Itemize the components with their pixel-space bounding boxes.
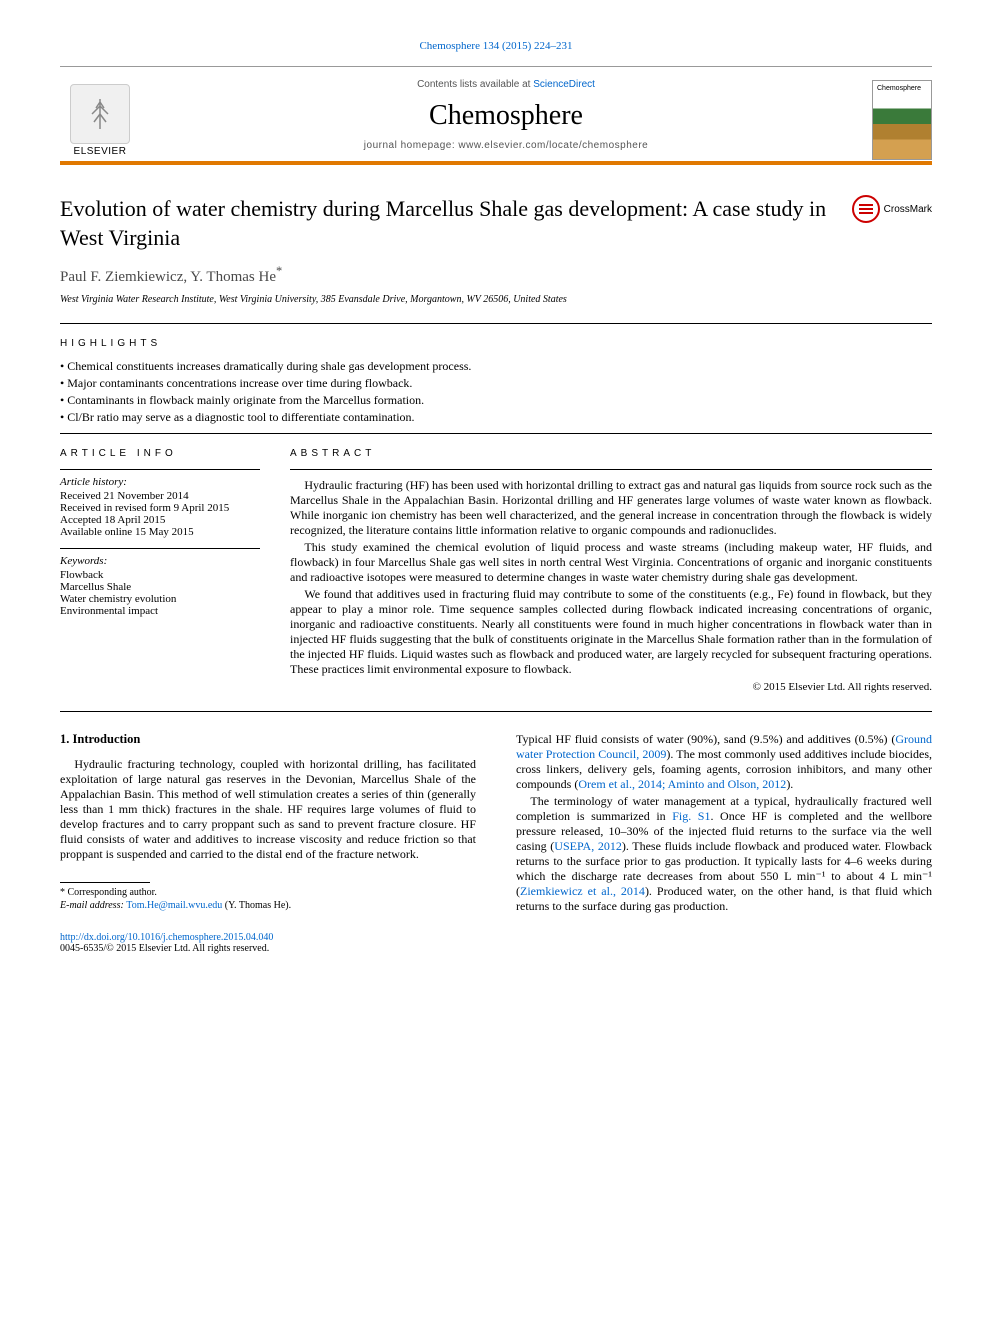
citation-link: Chemosphere 134 (2015) 224–231 [60,40,932,52]
journal-title: Chemosphere [140,100,872,132]
email-label: E-mail address: [60,900,126,911]
body-text: Typical HF fluid consists of water (90%)… [516,732,895,746]
crossmark-badge[interactable]: CrossMark [852,195,932,223]
homepage-prefix: journal homepage: [364,140,459,151]
journal-cover-thumbnail [872,80,932,160]
sciencedirect-link[interactable]: ScienceDirect [533,79,595,90]
abstract-copyright: © 2015 Elsevier Ltd. All rights reserved… [290,681,932,693]
corresponding-mark: * [276,264,282,278]
info-abstract-row: ARTICLE INFO Article history: Received 2… [60,448,932,693]
journal-header: ELSEVIER Contents lists available at Sci… [60,66,932,165]
divider-rule [60,433,932,434]
email-link[interactable]: Tom.He@mail.wvu.edu [126,900,222,911]
publisher-label: ELSEVIER [74,146,127,157]
info-sub-divider [60,548,260,549]
affiliation: West Virginia Water Research Institute, … [60,294,932,305]
highlight-item: Major contaminants concentrations increa… [60,376,932,391]
article-info-column: ARTICLE INFO Article history: Received 2… [60,448,260,693]
journal-header-center: Contents lists available at ScienceDirec… [140,79,872,161]
author-list: Paul F. Ziemkiewicz, Y. Thomas He* [60,264,932,286]
section-heading: 1. Introduction [60,732,476,747]
email-footnote: E-mail address: Tom.He@mail.wvu.edu (Y. … [60,900,476,911]
keywords-label: Keywords: [60,555,260,567]
info-sub-divider [60,469,260,470]
article-title: Evolution of water chemistry during Marc… [60,195,840,252]
highlight-item: Chemical constituents increases dramatic… [60,359,932,374]
elsevier-tree-icon [70,84,130,144]
body-columns: 1. Introduction Hydraulic fracturing tec… [60,732,932,916]
divider-rule [60,323,932,324]
email-attribution: (Y. Thomas He). [222,900,291,911]
issn-copyright: 0045-6535/© 2015 Elsevier Ltd. All right… [60,943,932,954]
article-info-label: ARTICLE INFO [60,448,260,459]
publisher-logo: ELSEVIER [60,84,140,157]
citation-link[interactable]: USEPA, 2012 [554,839,622,853]
highlight-item: Cl/Br ratio may serve as a diagnostic to… [60,410,932,425]
body-paragraph: Hydraulic fracturing technology, coupled… [60,757,476,862]
keyword: Flowback [60,569,260,581]
highlights-list: Chemical constituents increases dramatic… [60,359,932,425]
abstract-column: ABSTRACT Hydraulic fracturing (HF) has b… [290,448,932,693]
homepage-url: www.elsevier.com/locate/chemosphere [458,140,648,151]
keyword: Marcellus Shale [60,581,260,593]
history-online: Available online 15 May 2015 [60,526,260,538]
body-paragraph: Typical HF fluid consists of water (90%)… [516,732,932,792]
footnote-rule [60,882,150,883]
keyword: Environmental impact [60,605,260,617]
highlights-label: HIGHLIGHTS [60,338,932,349]
crossmark-text: CrossMark [884,204,932,215]
abstract-label: ABSTRACT [290,448,932,459]
author-names: Paul F. Ziemkiewicz, Y. Thomas He [60,269,276,285]
body-column-left: 1. Introduction Hydraulic fracturing tec… [60,732,476,916]
citation-link[interactable]: Orem et al., 2014; Aminto and Olson, 201… [578,777,786,791]
lists-available-line: Contents lists available at ScienceDirec… [140,79,872,90]
body-paragraph: The terminology of water management at a… [516,794,932,914]
citation-link-anchor[interactable]: Chemosphere 134 (2015) 224–231 [419,40,572,52]
crossmark-icon [852,195,880,223]
keyword: Water chemistry evolution [60,593,260,605]
history-received: Received 21 November 2014 [60,490,260,502]
abstract-paragraph: We found that additives used in fracturi… [290,587,932,677]
article-title-row: Evolution of water chemistry during Marc… [60,195,932,252]
doi-line: http://dx.doi.org/10.1016/j.chemosphere.… [60,932,932,943]
abstract-sub-divider [290,469,932,470]
abstract-paragraph: Hydraulic fracturing (HF) has been used … [290,478,932,538]
history-accepted: Accepted 18 April 2015 [60,514,260,526]
figure-link[interactable]: Fig. S1 [672,809,710,823]
history-label: Article history: [60,476,260,488]
abstract-paragraph: This study examined the chemical evoluti… [290,540,932,585]
body-column-right: Typical HF fluid consists of water (90%)… [516,732,932,916]
lists-prefix: Contents lists available at [417,79,533,90]
divider-rule [60,711,932,712]
doi-link[interactable]: http://dx.doi.org/10.1016/j.chemosphere.… [60,932,273,943]
corresponding-author-footnote: * Corresponding author. [60,887,476,898]
history-revised: Received in revised form 9 April 2015 [60,502,260,514]
highlight-item: Contaminants in flowback mainly originat… [60,393,932,408]
body-text: ). [786,777,793,791]
citation-link[interactable]: Ziemkiewicz et al., 2014 [520,884,645,898]
journal-homepage-line: journal homepage: www.elsevier.com/locat… [140,140,872,151]
highlights-section: HIGHLIGHTS Chemical constituents increas… [60,338,932,425]
